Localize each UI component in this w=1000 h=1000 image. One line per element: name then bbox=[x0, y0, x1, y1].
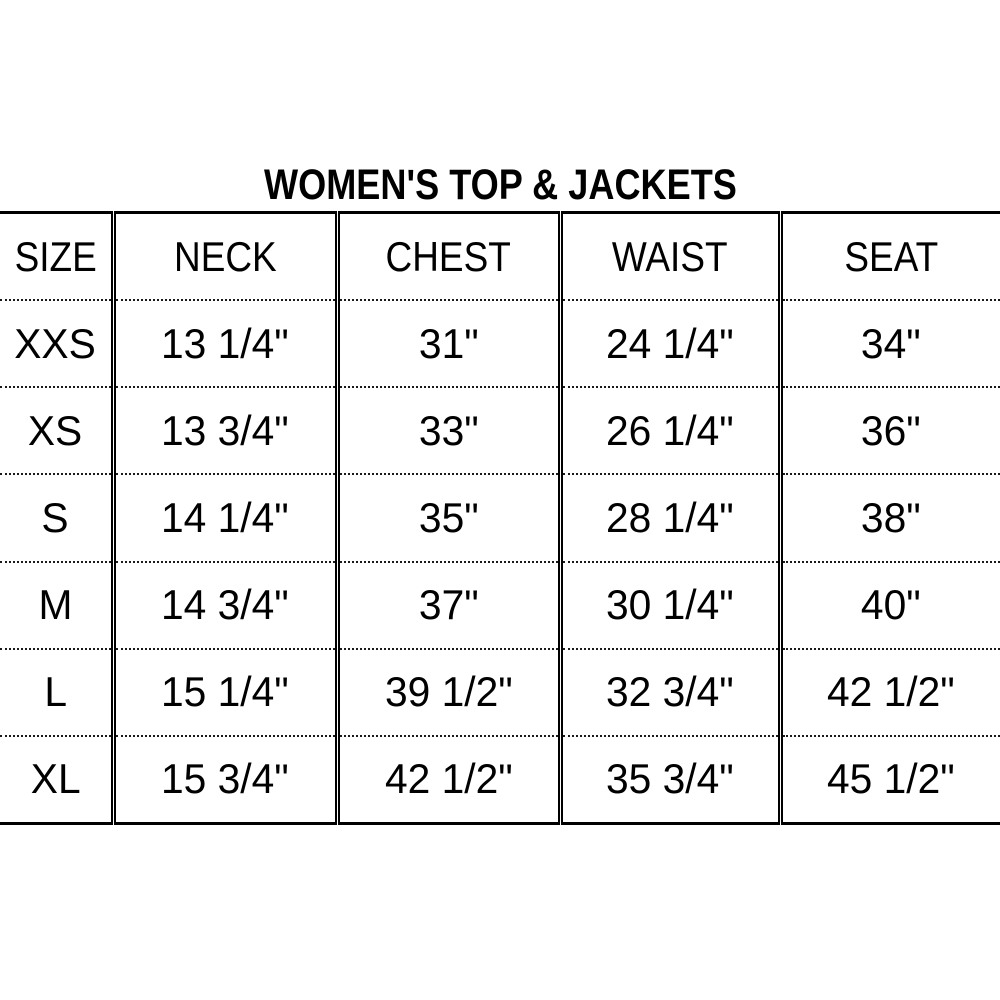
table-row-xs: XS 13 3/4" 33" 26 1/4" 36" bbox=[0, 387, 1000, 476]
table-row-xl: XL 15 3/4" 42 1/2" 35 3/4" 45 1/2" bbox=[0, 735, 1000, 824]
column-header-neck: NECK bbox=[110, 212, 337, 302]
neck-cell: 13 3/4" bbox=[110, 387, 337, 476]
chest-value: 31" bbox=[418, 319, 479, 367]
column-header-size: SIZE bbox=[0, 212, 113, 302]
size-label: L bbox=[43, 668, 67, 716]
chest-value: 39 1/2" bbox=[384, 668, 513, 716]
size-cell: XXS bbox=[0, 300, 113, 389]
neck-cell: 13 1/4" bbox=[110, 300, 337, 389]
column-header-seat: SEAT bbox=[777, 212, 1000, 302]
chest-cell: 37" bbox=[334, 561, 560, 650]
chest-value: 42 1/2" bbox=[384, 755, 513, 803]
seat-cell: 38" bbox=[777, 474, 1000, 563]
seat-value: 42 1/2" bbox=[827, 668, 956, 716]
neck-cell: 15 3/4" bbox=[110, 735, 337, 824]
waist-cell: 26 1/4" bbox=[557, 387, 780, 476]
size-chart-table: SIZE NECK CHEST WAIST SEAT XXS 13 1/4" 3… bbox=[0, 211, 1000, 825]
page-title-text: WOMEN'S TOP & JACKETS bbox=[263, 161, 737, 209]
size-cell: XS bbox=[0, 387, 113, 476]
seat-value: 38" bbox=[861, 493, 922, 541]
waist-value: 30 1/4" bbox=[606, 581, 734, 629]
size-cell: S bbox=[0, 474, 113, 563]
neck-cell: 14 1/4" bbox=[110, 474, 337, 563]
neck-cell: 14 3/4" bbox=[110, 561, 337, 650]
column-header-neck-label: NECK bbox=[173, 232, 277, 280]
seat-value: 36" bbox=[861, 406, 922, 454]
chest-value: 35" bbox=[418, 493, 479, 541]
waist-cell: 35 3/4" bbox=[557, 735, 780, 824]
column-header-waist-label: WAIST bbox=[612, 232, 728, 280]
neck-value: 14 1/4" bbox=[161, 493, 289, 541]
chest-cell: 39 1/2" bbox=[334, 648, 560, 737]
chest-cell: 35" bbox=[334, 474, 560, 563]
neck-value: 14 3/4" bbox=[161, 581, 289, 629]
seat-cell: 34" bbox=[777, 300, 1000, 389]
table-row-xxs: XXS 13 1/4" 31" 24 1/4" 34" bbox=[0, 300, 1000, 389]
table-row-l: L 15 1/4" 39 1/2" 32 3/4" 42 1/2" bbox=[0, 648, 1000, 737]
chest-cell: 31" bbox=[334, 300, 560, 389]
seat-cell: 36" bbox=[777, 387, 1000, 476]
size-label: S bbox=[41, 493, 69, 541]
size-label: XL bbox=[30, 755, 81, 803]
column-header-chest-label: CHEST bbox=[385, 232, 512, 280]
column-header-size-label: SIZE bbox=[14, 232, 97, 280]
column-header-seat-label: SEAT bbox=[844, 232, 939, 280]
seat-cell: 45 1/2" bbox=[777, 735, 1000, 824]
neck-value: 15 1/4" bbox=[161, 668, 289, 716]
waist-cell: 24 1/4" bbox=[557, 300, 780, 389]
chest-value: 33" bbox=[418, 406, 479, 454]
neck-value: 15 3/4" bbox=[161, 755, 289, 803]
size-label: XXS bbox=[14, 319, 97, 367]
size-cell: XL bbox=[0, 736, 113, 824]
seat-value: 40" bbox=[861, 581, 922, 629]
page-title: WOMEN'S TOP & JACKETS bbox=[0, 161, 1000, 210]
size-cell: L bbox=[0, 648, 113, 737]
neck-cell: 15 1/4" bbox=[110, 648, 337, 737]
waist-value: 35 3/4" bbox=[606, 755, 734, 803]
seat-cell: 42 1/2" bbox=[777, 648, 1000, 737]
neck-value: 13 3/4" bbox=[161, 406, 289, 454]
waist-cell: 30 1/4" bbox=[557, 561, 780, 650]
waist-value: 26 1/4" bbox=[606, 406, 734, 454]
header-row: SIZE NECK CHEST WAIST SEAT bbox=[0, 212, 1000, 302]
table-row-s: S 14 1/4" 35" 28 1/4" 38" bbox=[0, 474, 1000, 563]
size-label: XS bbox=[28, 406, 83, 454]
table-row-m: M 14 3/4" 37" 30 1/4" 40" bbox=[0, 561, 1000, 650]
column-header-chest: CHEST bbox=[334, 212, 560, 302]
chest-cell: 42 1/2" bbox=[334, 735, 560, 824]
waist-value: 28 1/4" bbox=[606, 493, 734, 541]
chest-value: 37" bbox=[418, 581, 479, 629]
waist-value: 24 1/4" bbox=[606, 319, 734, 367]
seat-value: 45 1/2" bbox=[827, 755, 956, 803]
seat-value: 34" bbox=[861, 319, 922, 367]
chest-cell: 33" bbox=[334, 387, 560, 476]
seat-cell: 40" bbox=[777, 561, 1000, 650]
size-cell: M bbox=[0, 561, 113, 650]
waist-cell: 32 3/4" bbox=[557, 648, 780, 737]
waist-cell: 28 1/4" bbox=[557, 474, 780, 563]
size-label: M bbox=[38, 581, 73, 629]
waist-value: 32 3/4" bbox=[606, 668, 734, 716]
column-header-waist: WAIST bbox=[557, 212, 780, 302]
neck-value: 13 1/4" bbox=[161, 319, 289, 367]
